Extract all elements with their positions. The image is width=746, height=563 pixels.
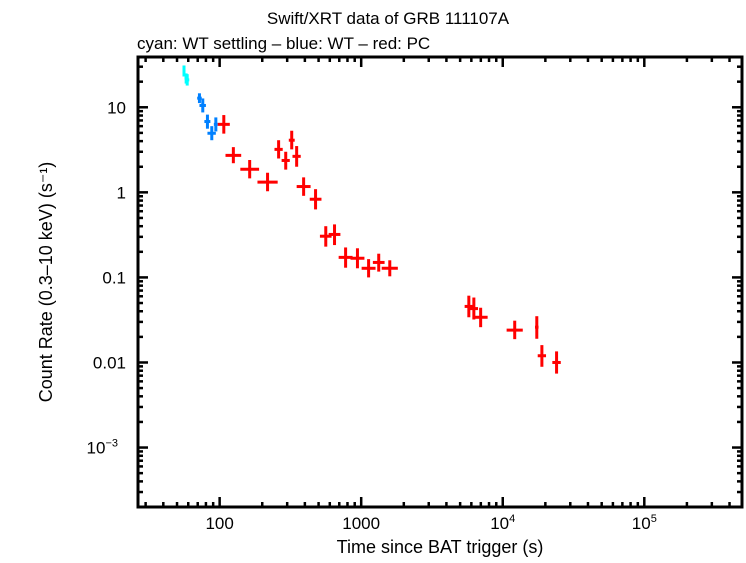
data-point [319,226,332,247]
chart-subtitle: cyan: WT settling – blue: WT – red: PC [137,34,430,53]
data-point [257,172,278,192]
y-axis-label: Count Rate (0.3–10 keV) (s⁻¹) [36,162,56,403]
data-point [274,140,283,159]
data-point [225,147,242,164]
y-tick-label: 0.01 [93,353,126,372]
x-tick-label: 1000 [342,514,380,533]
chart-title: Swift/XRT data of GRB 111107A [267,9,510,28]
x-tick-label: 104 [490,513,515,533]
tick-labels: 100 1000 104 105 10 1 0.1 0.01 10−3 [87,98,657,533]
data-point [296,177,311,196]
data-point [552,351,561,374]
data-point [537,345,547,367]
data-point [381,260,398,277]
y-tick-label: 10−3 [87,438,118,458]
data-point [350,248,365,269]
x-axis-label: Time since BAT trigger (s) [337,537,544,557]
data-point [288,130,295,150]
data-point [292,146,301,167]
data-point [217,115,230,134]
data-point [506,320,523,340]
data-point [185,74,190,86]
data-point [338,247,353,268]
data-point [207,126,216,141]
data-point [464,295,473,318]
data-point [197,93,202,104]
data-point [182,65,186,77]
x-tick-label: 100 [205,514,233,533]
data-point [372,253,385,272]
data-point [204,114,211,129]
data-point [240,160,260,179]
plot-frame [136,55,744,509]
data-point [281,151,290,170]
x-tick-label: 105 [632,513,657,533]
data-point [535,316,539,339]
data-point [199,98,206,113]
data-point [213,117,218,132]
data-point [361,259,376,278]
data-point [473,307,488,328]
data-point [328,224,341,246]
data-points [182,65,561,374]
data-point [309,189,322,210]
y-tick-label: 1 [117,183,126,202]
y-tick-label: 10 [107,98,126,117]
y-tick-label: 0.1 [102,268,126,287]
